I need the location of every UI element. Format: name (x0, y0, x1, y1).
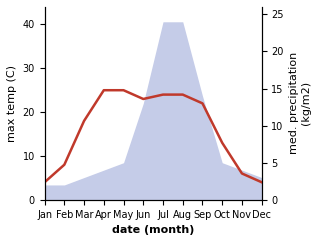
X-axis label: date (month): date (month) (112, 225, 194, 235)
Y-axis label: med. precipitation
(kg/m2): med. precipitation (kg/m2) (289, 52, 311, 154)
Y-axis label: max temp (C): max temp (C) (7, 65, 17, 142)
